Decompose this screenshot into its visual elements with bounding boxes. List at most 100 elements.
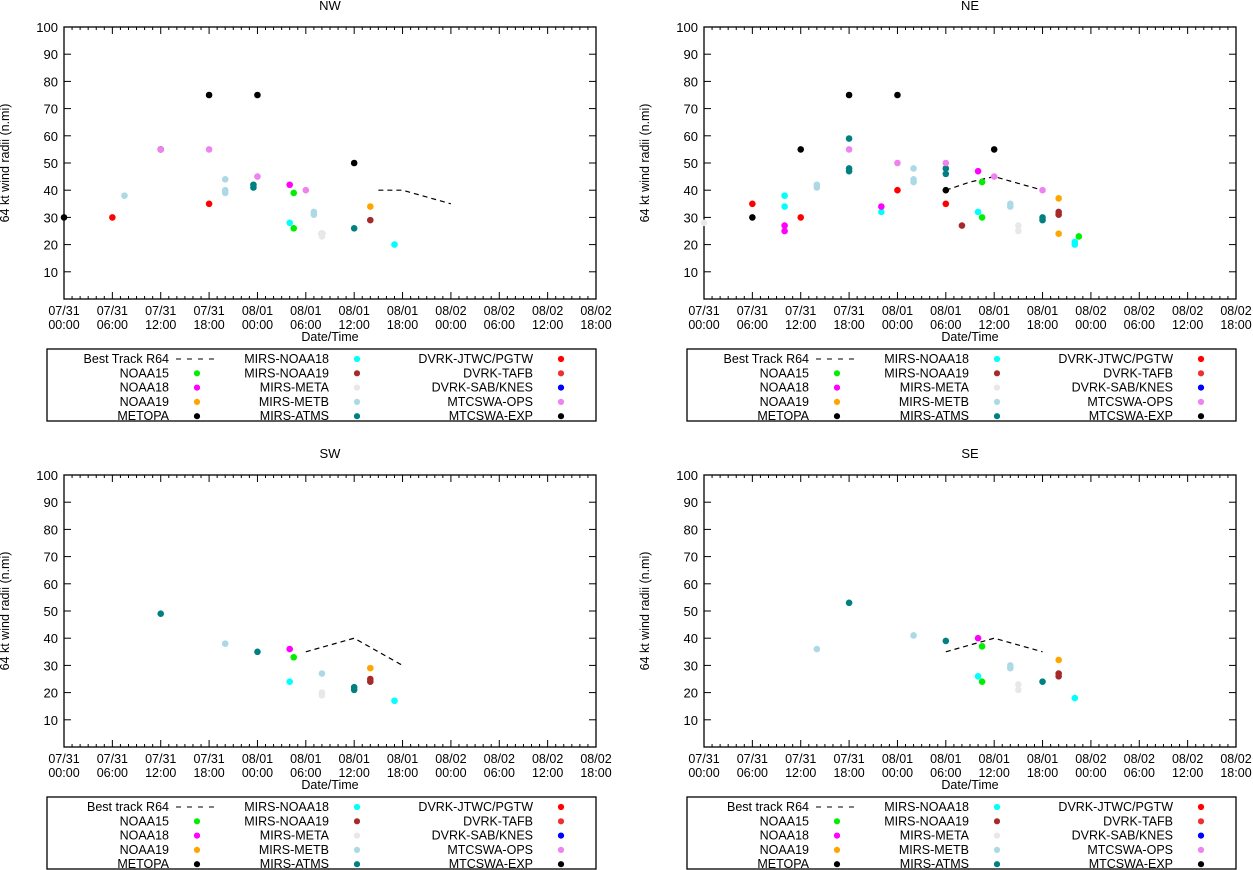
legend-label: MIRS-NOAA18 (884, 800, 969, 814)
x-tick-time: 18:00 (387, 766, 418, 780)
y-tick-label: 100 (36, 468, 58, 483)
x-tick-time: 12:00 (339, 318, 370, 332)
legend-label: MIRS-ATMS (900, 857, 969, 870)
best-track-line (305, 637, 403, 666)
point-dvrk-jtwc-pgtw (749, 200, 756, 208)
legend-label: NOAA19 (120, 395, 169, 409)
point-mtcswa-ops (942, 159, 950, 167)
y-axis-label: 64 kt wind radii (n.mi) (638, 552, 652, 671)
point-mirs-noaa18 (391, 241, 398, 248)
x-tick-date: 08/01 (339, 304, 370, 318)
legend-label-best-track: Best Track R64 (724, 352, 809, 366)
x-tick-date: 08/01 (242, 304, 273, 318)
legend-swatch (353, 370, 361, 377)
legend-label: MIRS-METB (259, 843, 329, 857)
point-mirs-atms (845, 167, 853, 175)
x-tick-date: 08/02 (1124, 304, 1155, 318)
x-tick-date: 07/31 (145, 752, 176, 766)
y-tick-label: 20 (684, 238, 698, 253)
point-mirs-atms (254, 648, 261, 656)
x-tick-date: 08/01 (882, 752, 913, 766)
legend-label: DVRK-JTWC/PGTW (1058, 352, 1173, 366)
legend-swatch (353, 832, 361, 839)
x-tick-date: 08/01 (242, 752, 273, 766)
legend-box (686, 796, 1237, 870)
y-tick-label: 30 (684, 658, 698, 673)
y-axis-label: 64 kt wind radii (n.mi) (0, 552, 12, 671)
y-tick-label: 100 (676, 20, 698, 35)
x-tick-time: 12:00 (532, 318, 563, 332)
x-tick-time: 00:00 (1075, 766, 1106, 780)
point-mirs-metb (813, 181, 821, 189)
x-tick-time: 12:00 (532, 766, 563, 780)
x-tick-time: 06:00 (484, 318, 515, 332)
legend-label: MTCSWA-OPS (447, 843, 533, 857)
x-tick-time: 12:00 (339, 766, 370, 780)
legend-swatch (193, 384, 201, 391)
x-tick-date: 08/02 (484, 304, 515, 318)
point-mirs-noaa19 (958, 222, 966, 229)
x-tick-time: 12:00 (145, 318, 176, 332)
x-tick-time: 00:00 (688, 766, 719, 780)
point-dvrk-jtwc-pgtw (942, 200, 950, 208)
point-mtcswa-ops (1039, 186, 1046, 194)
x-tick-date: 07/31 (737, 304, 768, 318)
x-tick-date: 08/01 (882, 304, 913, 318)
point-metopa (749, 214, 756, 221)
legend-swatch (833, 861, 841, 868)
y-tick-label: 40 (684, 631, 698, 646)
x-tick-time: 12:00 (145, 766, 176, 780)
point-mtcswa-ops (845, 146, 853, 153)
point-mirs-meta (1015, 686, 1022, 694)
legend-label: MTCSWA-OPS (1087, 395, 1173, 409)
point-mirs-noaa18 (1071, 238, 1079, 246)
point-mirs-atms (250, 181, 257, 189)
x-tick-date: 08/01 (1027, 304, 1058, 318)
x-tick-time: 00:00 (1075, 318, 1106, 332)
x-tick-time: 18:00 (387, 318, 418, 332)
x-tick-date: 08/01 (290, 304, 321, 318)
legend-box (686, 348, 1237, 422)
legend-swatch (353, 413, 361, 420)
point-metopa (894, 91, 901, 99)
x-tick-date: 07/31 (48, 752, 79, 766)
legend-label: MIRS-NOAA19 (884, 366, 969, 380)
y-tick-label: 10 (44, 713, 58, 728)
point-mirs-metb (1007, 664, 1014, 672)
point-noaa15 (978, 178, 986, 186)
y-tick-label: 30 (44, 658, 58, 673)
chart-sw: SW10203040506070809010007/3100:0007/3106… (0, 446, 612, 870)
point-mirs-atms (942, 165, 950, 172)
legend-swatch (193, 832, 201, 839)
legend-label: NOAA18 (760, 829, 809, 843)
legend-label: MIRS-NOAA18 (884, 352, 969, 366)
best-track-line (378, 189, 452, 205)
legend-swatch (557, 370, 565, 377)
x-tick-time: 00:00 (435, 766, 466, 780)
x-tick-time: 00:00 (688, 318, 719, 332)
x-tick-time: 00:00 (48, 766, 79, 780)
y-tick-label: 80 (44, 74, 58, 89)
legend-swatch (353, 398, 361, 405)
x-tick-time: 12:00 (1172, 766, 1203, 780)
legend-label: DVRK-SAB/KNES (432, 829, 533, 843)
x-tick-time: 06:00 (484, 766, 515, 780)
point-mirs-metb (310, 208, 318, 216)
x-tick-date: 08/02 (1075, 752, 1106, 766)
legend-box (46, 348, 597, 422)
legend-label: DVRK-SAB/KNES (1072, 829, 1173, 843)
legend-label-best-track: Best Track R64 (84, 352, 169, 366)
x-tick-date: 08/01 (930, 304, 961, 318)
legend-swatch (1197, 355, 1205, 363)
legend-swatch (557, 384, 565, 391)
legend-label: METOPA (117, 857, 169, 870)
x-tick-time: 06:00 (290, 318, 321, 332)
legend-label: DVRK-JTWC/PGTW (418, 800, 533, 814)
x-tick-date: 07/31 (145, 304, 176, 318)
point-mtcswa-ops (302, 186, 310, 194)
legend-label: MIRS-ATMS (260, 409, 329, 423)
point-mirs-metb (221, 186, 229, 194)
point-mirs-atms (1039, 216, 1046, 224)
y-axis-label: 64 kt wind radii (n.mi) (638, 104, 652, 223)
legend-label: METOPA (757, 409, 809, 423)
